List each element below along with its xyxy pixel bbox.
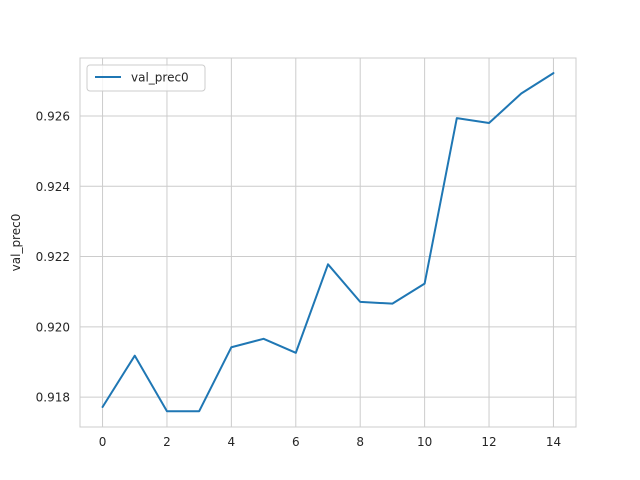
y-tick-label: 0.920 <box>36 320 70 334</box>
series-line-val-prec0 <box>101 72 555 413</box>
y-tick-label: 0.924 <box>36 180 70 194</box>
x-tick-label: 12 <box>481 435 496 449</box>
y-axis-label: val_prec0 <box>9 214 23 272</box>
x-tick-label: 6 <box>292 435 300 449</box>
x-axis-ticks: 0 2 4 6 8 10 12 14 <box>99 435 561 449</box>
y-tick-label: 0.922 <box>36 250 70 264</box>
legend: val_prec0 <box>86 64 206 92</box>
x-tick-label: 4 <box>228 435 236 449</box>
x-tick-label: 14 <box>546 435 561 449</box>
x-tick-label: 8 <box>356 435 364 449</box>
y-tick-label: 0.918 <box>36 391 70 405</box>
series-layer <box>101 72 555 413</box>
plot-area-frame <box>79 57 577 428</box>
y-axis-ticks: 0.918 0.920 0.922 0.924 0.926 <box>36 109 70 404</box>
grid <box>80 58 576 427</box>
legend-label: val_prec0 <box>131 71 189 85</box>
x-tick-label: 10 <box>417 435 432 449</box>
y-tick-label: 0.926 <box>36 109 70 123</box>
x-tick-label: 0 <box>99 435 107 449</box>
legend-box <box>86 64 206 92</box>
x-tick-label: 2 <box>163 435 171 449</box>
